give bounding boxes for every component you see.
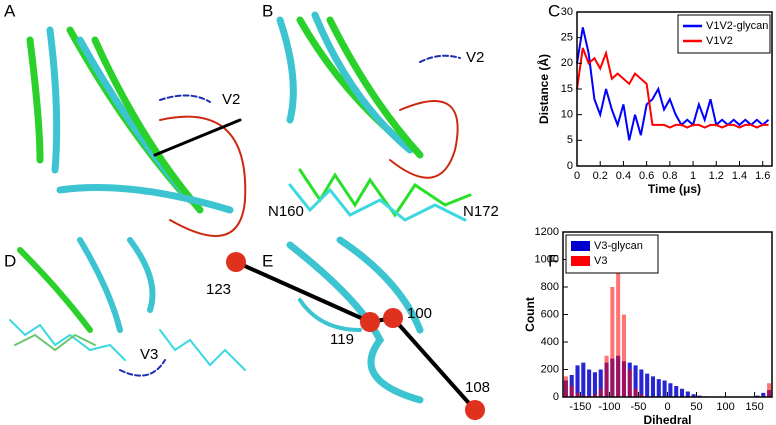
y-tick-label: 5 [567, 134, 573, 146]
hist-bar [668, 383, 673, 397]
x-tick-label: 1.6 [755, 170, 770, 182]
legend-swatch [571, 256, 590, 266]
y-tick-label: 15 [561, 83, 573, 95]
annotation: 108 [465, 379, 490, 396]
hist-bar [645, 373, 650, 397]
hist-bar [592, 394, 597, 397]
legend-label: V3 [594, 255, 607, 267]
panel-label: A [4, 1, 16, 20]
annotation: N160 [268, 203, 304, 220]
hist-bar [563, 376, 568, 397]
legend-swatch [571, 241, 590, 251]
hist-bar [598, 388, 603, 397]
annotation: 100 [407, 305, 432, 322]
x-tick-label: 1 [690, 170, 696, 182]
x-tick-label: -50 [631, 401, 647, 413]
x-tick-label: 0.4 [616, 170, 631, 182]
molecule-b [276, 11, 472, 222]
hist-bar [633, 388, 638, 397]
hist-bar [685, 391, 690, 397]
hist-bar [587, 369, 592, 397]
hist-bar [662, 380, 667, 397]
hist-bar [656, 379, 661, 397]
x-tick-label: 150 [745, 401, 763, 413]
hist-bar [767, 383, 772, 397]
data-line [576, 47, 769, 129]
y-tick-label: 0 [553, 391, 559, 403]
y-tick-label: 0 [567, 160, 573, 172]
y-tick-label: 1200 [535, 226, 559, 238]
data-line [576, 27, 770, 141]
hist-bar [639, 394, 644, 397]
x-tick-label: 0.2 [593, 170, 608, 182]
x-tick-label: -150 [569, 401, 591, 413]
hist-bar [674, 386, 679, 397]
hist-bar [592, 372, 597, 397]
hist-bar [569, 386, 574, 397]
y-tick-label: 25 [561, 32, 573, 44]
annotation: V2 [222, 91, 240, 108]
y-tick-label: 30 [561, 6, 573, 18]
hist-bar [633, 365, 638, 397]
legend-label: V1V2-glycan [706, 20, 768, 32]
panel-label: D [4, 251, 16, 270]
hist-bar [639, 369, 644, 397]
panel-label: E [262, 251, 273, 270]
y-tick-label: 600 [541, 308, 559, 320]
hist-bar [598, 369, 603, 397]
y-tick-label: 10 [561, 109, 573, 121]
y-tick-label: 800 [541, 281, 559, 293]
hist-bar [679, 388, 685, 397]
x-tick-label: 0.8 [662, 170, 677, 182]
x-tick-label: -100 [598, 401, 620, 413]
y-tick-label: 400 [541, 336, 559, 348]
x-tick-label: 0 [574, 170, 580, 182]
x-tick-label: 1.4 [732, 170, 747, 182]
annotation: V2 [466, 49, 484, 66]
panel-label: F [548, 251, 558, 270]
hist-bar [610, 287, 615, 397]
x-tick-label: 0.6 [639, 170, 654, 182]
molecule-a [26, 26, 247, 237]
annotation: 119 [330, 331, 354, 348]
x-axis-label: Time (μs) [648, 182, 701, 196]
x-axis-label: Dihedral [643, 413, 691, 425]
annotation: N172 [463, 203, 499, 220]
y-axis-label: Distance (Å) [536, 54, 551, 124]
molecule-e [226, 236, 485, 420]
hist-bar [575, 392, 580, 397]
x-tick-label: 1.2 [709, 170, 724, 182]
hist-bar [650, 376, 656, 397]
legend-box [677, 14, 771, 54]
legend-label: V1V2 [706, 35, 733, 47]
x-tick-label: 50 [690, 401, 702, 413]
hist-bar [627, 369, 632, 397]
hist-bar [581, 362, 586, 397]
x-tick-label: 0 [664, 401, 670, 413]
hist-bar [575, 365, 580, 397]
hist-bar [761, 392, 766, 397]
hist-bar [621, 314, 626, 397]
panel-label: C [548, 1, 560, 20]
annotation: V3 [140, 346, 158, 363]
hist-bar [691, 394, 696, 397]
annotation: 123 [206, 281, 231, 298]
hist-bar [616, 252, 621, 397]
x-tick-label: 100 [716, 401, 734, 413]
panel-label: B [262, 1, 273, 20]
hist-bar [604, 355, 609, 397]
y-axis-label: Count [523, 297, 537, 332]
y-tick-label: 20 [561, 57, 573, 69]
legend-label: V3-glycan [594, 240, 643, 252]
y-tick-label: 200 [541, 363, 559, 375]
y-tick-label: 1000 [535, 253, 559, 265]
molecule-d [9, 237, 246, 377]
